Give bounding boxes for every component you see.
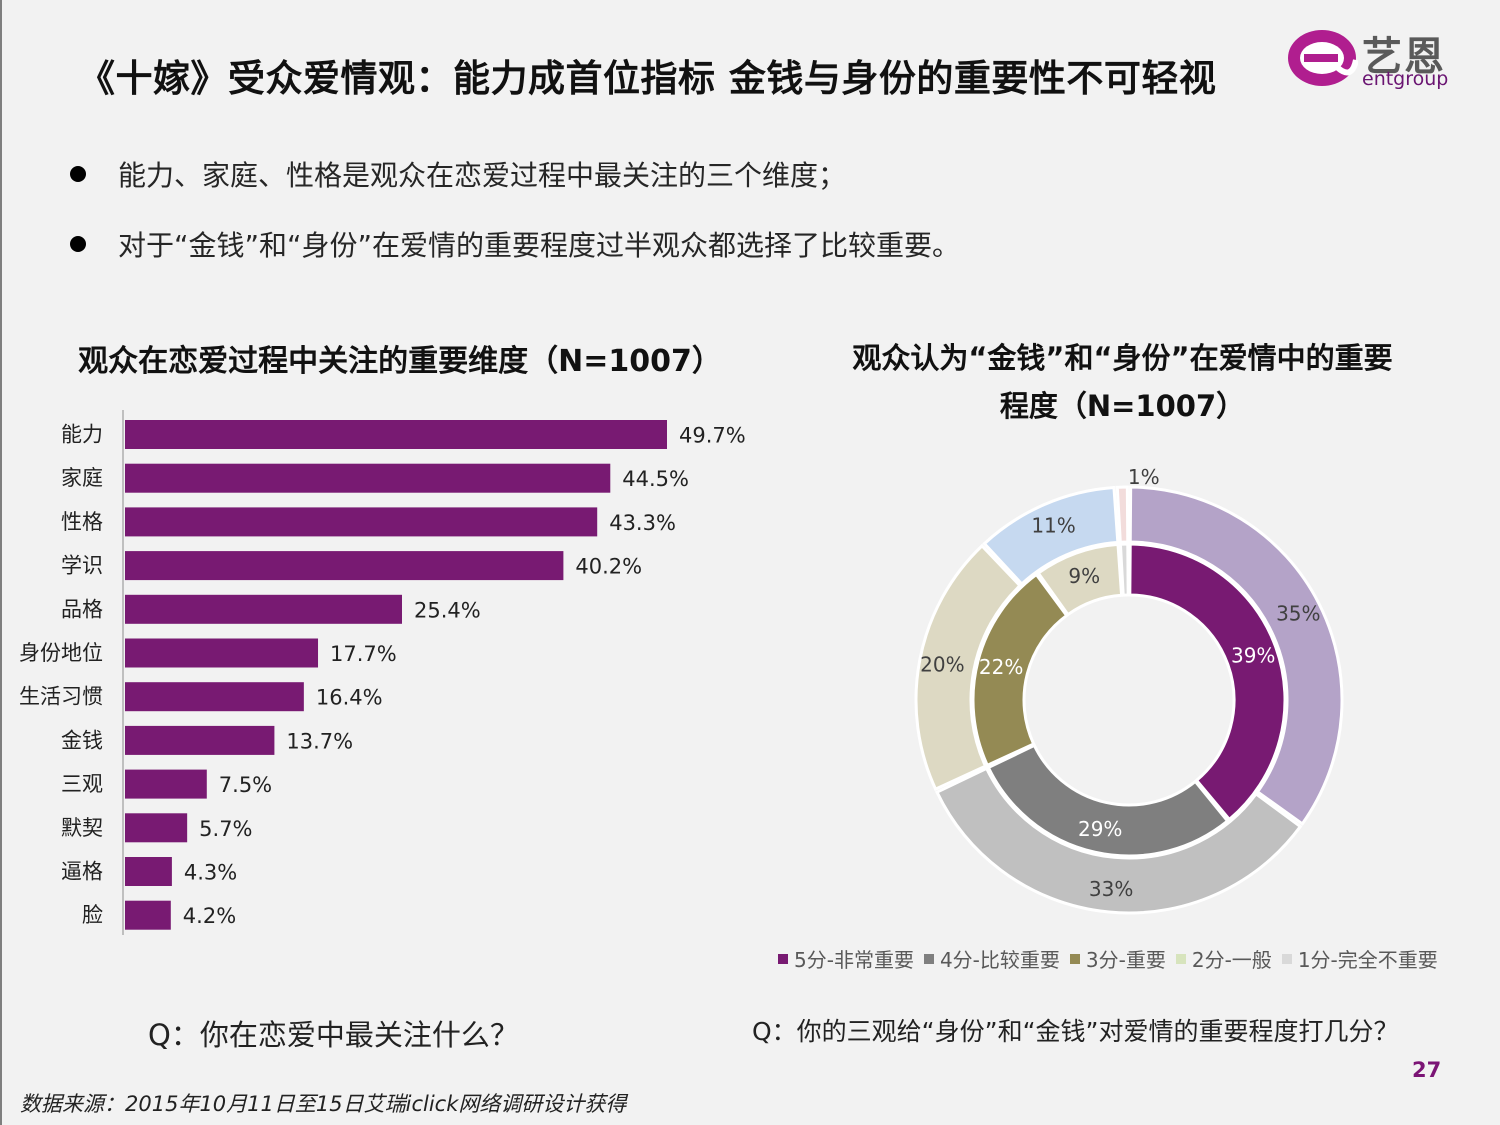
donut-legend: 5分-非常重要 4分-比较重要 3分-重要 2分-一般 1分-完全不重要 — [778, 944, 1483, 973]
bar — [125, 507, 598, 537]
legend-swatch — [778, 953, 788, 964]
donut-segment-inner — [971, 572, 1069, 768]
bullet-text: 对于“金钱”和“身份”在爱情的重要程度过半观众都选择了比较重要。 — [118, 229, 961, 262]
bullet-list: 能力、家庭、性格是观众在恋爱过程中最关注的三个维度； 对于“金钱”和“身份”在爱… — [66, 152, 960, 292]
bar — [125, 769, 207, 799]
bar-value-label: 4.2% — [183, 904, 236, 928]
donut-segment-outer — [934, 766, 1303, 915]
legend-swatch — [1281, 953, 1292, 964]
question-left: Q：你在恋爱中最关注什么？ — [148, 1018, 519, 1052]
donut-segment-outer — [982, 485, 1120, 587]
bar — [125, 682, 304, 712]
donut-value-label: 29% — [1078, 817, 1122, 841]
bar-category-label: 默契 — [61, 816, 103, 840]
bar-chart-title: 观众在恋爱过程中关注的重要维度（N=1007） — [78, 344, 722, 379]
bar-category-label: 性格 — [61, 510, 103, 534]
legend-swatch — [923, 953, 934, 964]
bar — [125, 725, 275, 755]
donut-segment-outer — [914, 543, 1023, 792]
bar — [125, 594, 402, 624]
bar-category-label: 能力 — [61, 423, 103, 447]
legend-swatch — [1175, 953, 1186, 964]
legend-item: 2分-一般 — [1175, 944, 1272, 973]
bar-value-label: 40.2% — [575, 555, 642, 579]
bar-value-label: 13.7% — [286, 729, 353, 753]
bar-value-label: 49.7% — [679, 424, 746, 448]
legend-label: 5分-非常重要 — [794, 948, 914, 972]
donut-value-label: 39% — [1231, 643, 1275, 667]
logo-en-text: entgroup — [1362, 68, 1449, 90]
legend-label: 2分-一般 — [1191, 948, 1272, 972]
legend-label: 3分-重要 — [1085, 948, 1166, 972]
bar — [125, 900, 171, 930]
question-right: Q：你的三观给“身份”和“金钱”对爱情的重要程度打几分？ — [752, 1017, 1399, 1046]
bar-category-label: 三观 — [61, 772, 103, 796]
bar-value-label: 44.5% — [622, 467, 689, 491]
bar-category-label: 逼格 — [61, 860, 103, 884]
bullet-dot-icon — [70, 236, 86, 252]
bar-chart: 能力 49.7% 家庭 44.5% 性格 43.3% 学识 40.2% 品格 25.4% 身份地位 1… — [19, 410, 746, 935]
donut-segment-inner — [1036, 542, 1124, 617]
data-source-note: 数据来源：2015年10月11日至15日艾瑞iclick网络调研设计获得 — [20, 1092, 627, 1116]
bullet-dot-icon — [70, 166, 86, 182]
legend-item: 3分-重要 — [1069, 944, 1166, 973]
legend-swatch — [1069, 953, 1080, 964]
donut-value-label: 33% — [1089, 877, 1133, 901]
bullet-item: 对于“金钱”和“身份”在爱情的重要程度过半观众都选择了比较重要。 — [66, 222, 960, 266]
bar-value-label: 25.4% — [414, 598, 481, 622]
donut-value-label: 11% — [1031, 514, 1075, 538]
bar-value-label: 17.7% — [330, 642, 397, 666]
donut-segment-outer — [1128, 485, 1344, 826]
page-number: 27 — [1412, 1058, 1442, 1082]
bullet-item: 能力、家庭、性格是观众在恋爱过程中最关注的三个维度； — [66, 152, 960, 196]
bar-category-label: 家庭 — [61, 466, 103, 490]
donut-segment-outer — [1115, 485, 1130, 544]
bar — [125, 463, 611, 493]
bar-value-label: 4.3% — [184, 861, 237, 885]
bar — [125, 551, 564, 581]
bar-category-label: 品格 — [61, 597, 103, 621]
bar-category-label: 金钱 — [61, 728, 103, 752]
donut-segment-inner — [986, 743, 1230, 858]
donut-segment-inner — [1128, 542, 1287, 822]
bar-value-label: 5.7% — [199, 817, 252, 841]
bar-category-label: 生活习惯 — [19, 685, 103, 709]
donut-value-label: 20% — [920, 652, 964, 676]
legend-label: 4分-比较重要 — [939, 948, 1060, 972]
entgroup-logo-icon — [1288, 30, 1359, 86]
page-title: 《十嫁》受众爱情观：能力成首位指标 金钱与身份的重要性不可轻视 — [78, 57, 1217, 100]
bar-category-label: 学识 — [61, 554, 103, 578]
donut-value-label: 22% — [979, 655, 1023, 679]
donut-chart: 39%29%22%9%1%35%33%20%11%1% — [914, 465, 1344, 915]
bar — [125, 857, 172, 886]
bar-value-label: 43.3% — [609, 511, 676, 535]
donut-value-label: 1% — [1128, 465, 1160, 489]
logo-cn-text: 艺恩 — [1362, 34, 1446, 80]
donut-value-label: 35% — [1276, 602, 1320, 626]
legend-item: 4分-比较重要 — [923, 944, 1060, 973]
bar — [125, 638, 319, 668]
donut-title-line: 程度（N=1007） — [999, 389, 1246, 423]
bar-value-label: 16.4% — [316, 686, 383, 710]
legend-item: 5分-非常重要 — [778, 944, 914, 973]
entgroup-logo: 艺恩 entgroup — [1286, 28, 1461, 92]
donut-value-label: 9% — [1068, 564, 1100, 588]
donut-title-line: 观众认为“金钱”和“身份”在爱情中的重要 — [852, 341, 1393, 375]
bar — [125, 813, 188, 843]
bar-value-label: 7.5% — [219, 773, 272, 797]
bar-category-label: 身份地位 — [19, 641, 103, 665]
bar — [125, 420, 667, 449]
donut-segment-inner — [1118, 542, 1130, 597]
donut-chart-title: 观众认为“金钱”和“身份”在爱情中的重要 程度（N=1007） — [790, 334, 1455, 430]
legend-label: 1分-完全不重要 — [1297, 948, 1438, 972]
bar-category-label: 脸 — [82, 903, 103, 927]
left-frame-line — [0, 0, 2, 1125]
legend-item: 1分-完全不重要 — [1281, 944, 1438, 973]
bullet-text: 能力、家庭、性格是观众在恋爱过程中最关注的三个维度； — [118, 159, 847, 192]
